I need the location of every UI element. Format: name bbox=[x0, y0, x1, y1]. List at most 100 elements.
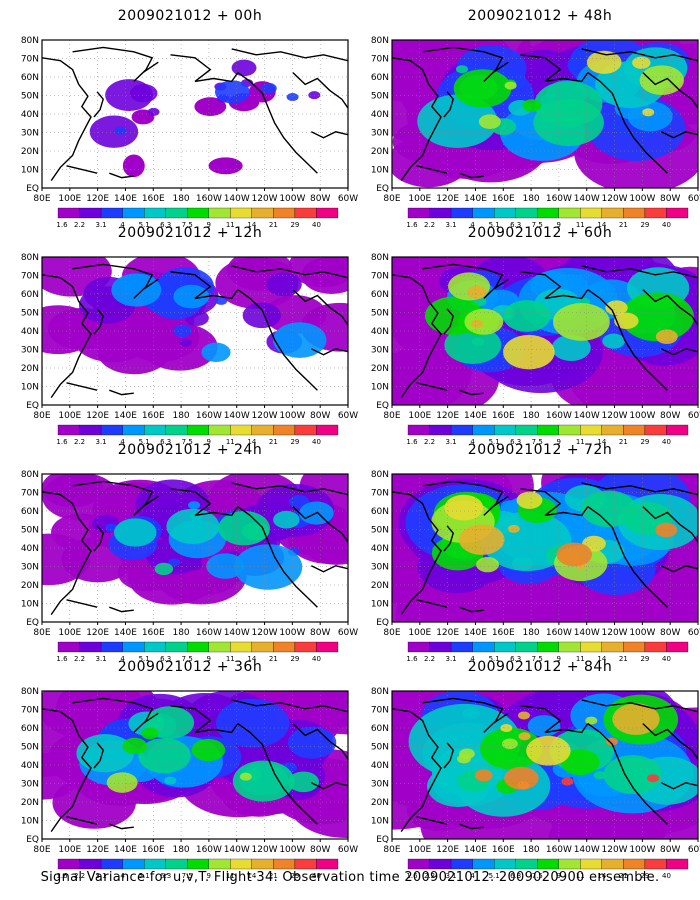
x-tick-label: 180 bbox=[172, 194, 189, 204]
x-tick-label: 120W bbox=[602, 628, 628, 638]
colorbar-swatch bbox=[623, 424, 646, 436]
coastline bbox=[459, 606, 484, 613]
coastline bbox=[392, 274, 442, 398]
x-tick-label: 140E bbox=[464, 845, 487, 855]
coastline bbox=[109, 606, 134, 613]
colorbar-swatch bbox=[273, 858, 296, 870]
colorbar-label: 40 bbox=[312, 872, 321, 879]
colorbar-swatch bbox=[79, 424, 102, 436]
colorbar-label: 40 bbox=[312, 221, 321, 228]
colorbar-swatch bbox=[515, 207, 538, 219]
coastline bbox=[170, 705, 239, 734]
colorbar-swatch bbox=[122, 858, 145, 870]
variance-contour bbox=[458, 524, 505, 555]
colorbar-label: 3.1 bbox=[96, 221, 107, 228]
coastline bbox=[93, 742, 104, 769]
colorbar-label: 11 bbox=[576, 872, 585, 879]
x-tick-label: 60W bbox=[338, 845, 358, 855]
colorbar-label: 40 bbox=[662, 655, 671, 662]
coastline bbox=[237, 723, 318, 825]
colorbar-swatch bbox=[230, 424, 252, 436]
colorbar-swatch bbox=[294, 641, 317, 653]
coastline bbox=[587, 72, 668, 174]
x-tick-label: 120W bbox=[252, 194, 278, 204]
coastline bbox=[231, 699, 348, 713]
x-tick-label: 80E bbox=[383, 628, 400, 638]
x-tick-label: 140W bbox=[574, 628, 600, 638]
colorbar-label: 11 bbox=[226, 655, 235, 662]
colorbar-swatch bbox=[515, 424, 538, 436]
colorbar-label: 2.2 bbox=[74, 221, 85, 228]
colorbar-swatch bbox=[144, 424, 166, 436]
variance-contour bbox=[444, 326, 502, 364]
x-tick-label: 140W bbox=[224, 411, 250, 421]
y-tick-label: 60N bbox=[21, 290, 39, 300]
variance-contour bbox=[273, 510, 300, 529]
x-tick-label: 100W bbox=[279, 845, 305, 855]
variance-contour bbox=[655, 329, 678, 345]
coastline bbox=[520, 488, 589, 517]
variance-contour bbox=[517, 711, 530, 720]
colorbar-swatch bbox=[537, 858, 559, 870]
map-plot: 80E 100E 120E 140E 160E 180 160W 140W 120W 100W 80… bbox=[371, 470, 700, 662]
colorbar-swatch bbox=[187, 641, 209, 653]
colorbar-label: 1.6 bbox=[56, 221, 68, 228]
colorbar-swatch bbox=[100, 207, 123, 219]
variance-contour bbox=[605, 737, 618, 746]
panel-title: 2009021012 + 12h bbox=[117, 225, 263, 241]
colorbar-swatch bbox=[165, 207, 188, 219]
colorbar-swatch bbox=[601, 424, 624, 436]
x-tick-label: 80E bbox=[33, 194, 50, 204]
x-tick-label: 160W bbox=[196, 411, 222, 421]
x-tick-label: 100W bbox=[279, 628, 305, 638]
x-tick-label: 80E bbox=[383, 411, 400, 421]
colorbar-label: 6.3 bbox=[510, 872, 521, 879]
colorbar-swatch bbox=[666, 858, 689, 870]
y-tick-label: 20N bbox=[371, 364, 389, 374]
y-tick-label: 40N bbox=[21, 327, 39, 337]
colorbar-swatch bbox=[515, 641, 538, 653]
variance-contour bbox=[614, 312, 639, 330]
colorbar-swatch bbox=[165, 858, 188, 870]
variance-contour bbox=[585, 716, 598, 725]
coastline bbox=[109, 823, 134, 830]
variance-contour bbox=[239, 772, 252, 781]
variance-contour bbox=[507, 524, 520, 533]
colorbar-swatch bbox=[623, 858, 646, 870]
y-tick-label: 60N bbox=[371, 724, 389, 734]
x-tick-label: 140E bbox=[464, 411, 487, 421]
coastline bbox=[422, 263, 509, 299]
variance-contour bbox=[234, 544, 303, 590]
coastline bbox=[93, 91, 104, 118]
x-tick-label: 60W bbox=[688, 194, 700, 204]
variance-contour bbox=[586, 50, 622, 74]
colorbar-label: 40 bbox=[312, 438, 321, 445]
y-tick-label: 40N bbox=[21, 761, 39, 771]
y-tick-label: 70N bbox=[371, 55, 389, 65]
x-tick-label: 60W bbox=[688, 628, 700, 638]
map-panel: 2009021012 + 24h 80E 100E 120E 140E 160E 180 16… bbox=[20, 442, 360, 662]
colorbar-label: 40 bbox=[662, 872, 671, 879]
x-tick-label: 60W bbox=[338, 194, 358, 204]
colorbar-swatch bbox=[472, 424, 495, 436]
x-tick-label: 60W bbox=[338, 628, 358, 638]
x-tick-label: 100W bbox=[279, 411, 305, 421]
x-tick-label: 100W bbox=[279, 194, 305, 204]
x-tick-label: 80W bbox=[310, 194, 330, 204]
colorbar-label: 21 bbox=[269, 221, 278, 228]
variance-contour bbox=[560, 749, 600, 776]
colorbar-swatch bbox=[580, 207, 602, 219]
colorbar-swatch bbox=[187, 858, 209, 870]
colorbar-swatch bbox=[57, 207, 80, 219]
x-tick-label: 100W bbox=[629, 845, 655, 855]
figure-caption: Signal Variance for u,v,T. Flight 34. Ob… bbox=[40, 870, 660, 885]
colorbar-label: 3.1 bbox=[446, 221, 457, 228]
variance-contour bbox=[141, 323, 218, 371]
variance-contour bbox=[89, 115, 139, 148]
x-tick-label: 140W bbox=[224, 845, 250, 855]
colorbar-swatch bbox=[100, 424, 123, 436]
y-tick-label: 60N bbox=[21, 724, 39, 734]
colorbar-swatch bbox=[208, 641, 231, 653]
colorbar-label: 9 bbox=[207, 438, 211, 445]
y-tick-label: 40N bbox=[371, 110, 389, 120]
